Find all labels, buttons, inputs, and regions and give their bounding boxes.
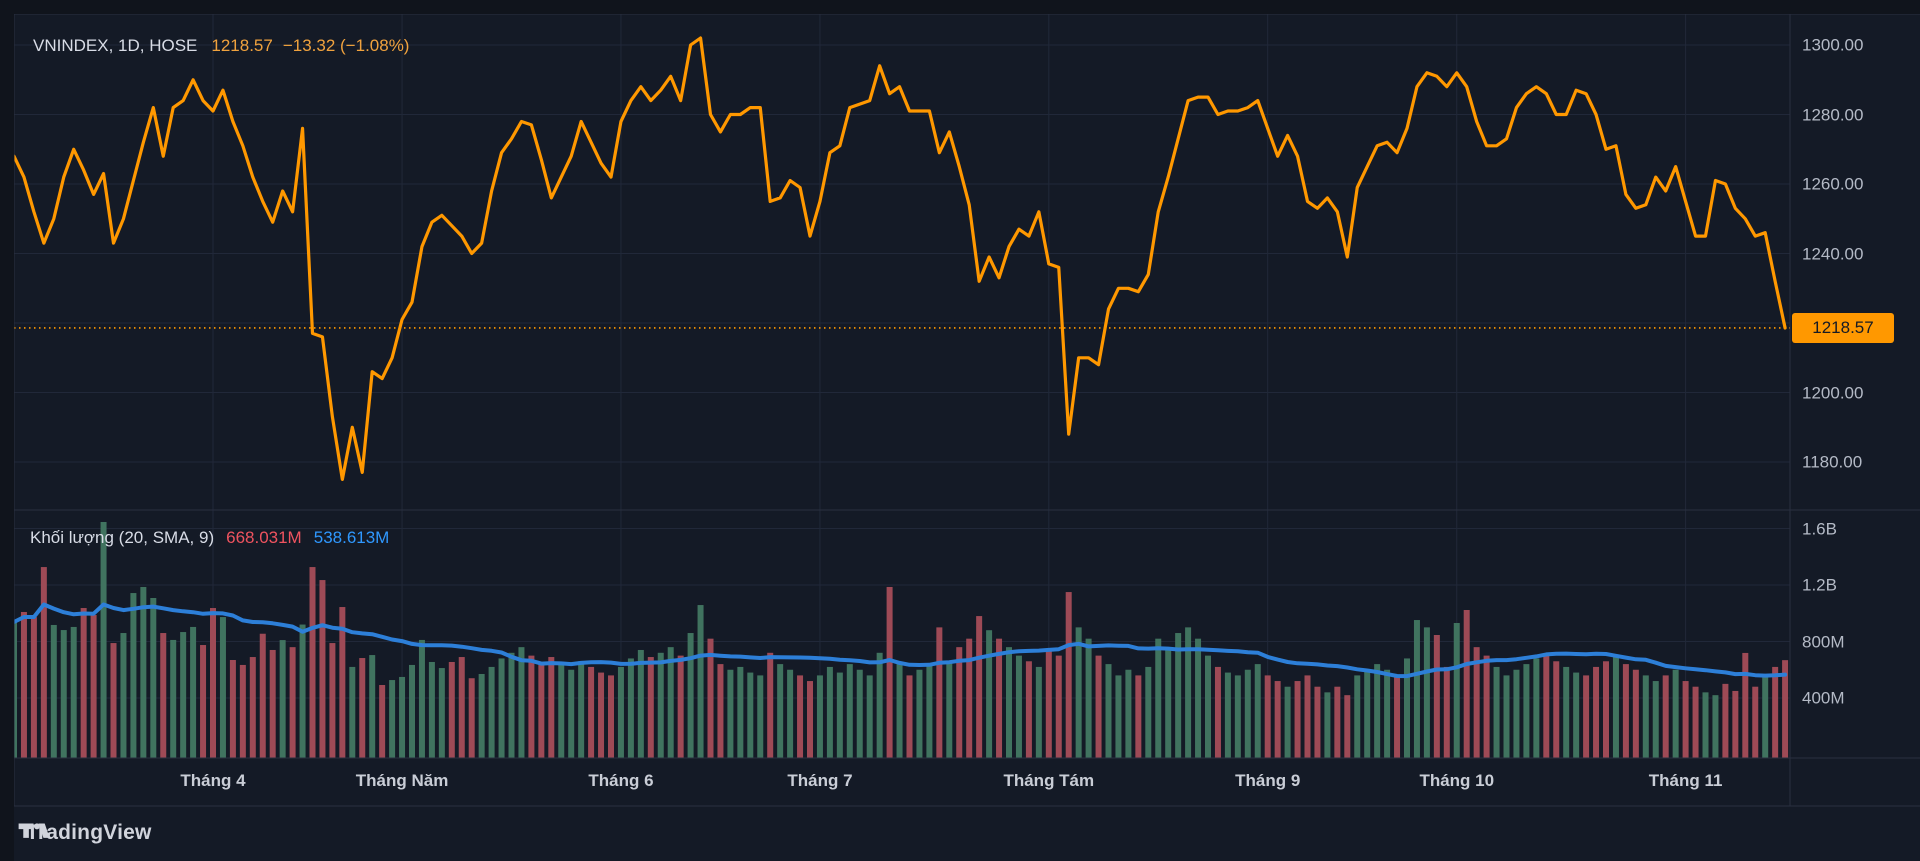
series-lines [12,36,1790,679]
price-axis-tick: 1200.00 [1802,383,1864,402]
time-axis-month-label: Tháng Năm [355,771,449,790]
time-axis-month-label: Tháng Tám [1003,771,1095,790]
last-price-badge: 1218.57 [1792,312,1894,343]
volume-axis-tick: 1.6B [1802,519,1837,538]
price-axis-tick: 1300.00 [1802,35,1864,55]
volume-axis-tick: 1.2B [1802,575,1837,595]
tradingview-logo-icon [18,823,50,838]
top-edge-strip [0,0,1920,14]
time-axis-month-label: Tháng 4 [180,771,246,790]
volume-value: 668.031M [226,528,302,547]
volume-indicator-title: Khối lượng (20, SMA, 9) [30,528,215,547]
symbol-legend[interactable]: VNINDEX, 1D, HOSE 1218.57 −13.32 (−1.08%) [33,36,409,56]
price-axis-tick: 1260.00 [1802,174,1864,194]
time-axis-month-label: Tháng 10 [1419,771,1495,790]
left-edge-strip [0,0,14,861]
tradingview-attribution[interactable]: TradingView [18,818,152,848]
volume-ma-value: 538.613M [313,528,390,547]
price-axis-tick: 1180.00 [1802,452,1863,472]
price-axis-tick: 1280.00 [1802,105,1864,124]
tradingview-brand-text: TradingView [26,821,152,844]
volume-axis-tick: 800M [1802,632,1845,651]
volume-axis-tick: 400M [1802,688,1845,708]
symbol-title: VNINDEX, 1D, HOSE [33,36,198,55]
pane-borders [0,13,1920,807]
volume-bars [11,522,1789,758]
volume-indicator-legend[interactable]: Khối lượng (20, SMA, 9) 668.031M 538.613M [30,528,389,548]
time-axis-month-label: Tháng 11 [1648,771,1723,790]
last-price-value: 1218.57 [211,36,273,55]
price-change-value: −13.32 (−1.08%) [282,36,410,55]
time-axis-month-label: Tháng 7 [787,771,853,790]
time-axis-month-label: Tháng 9 [1235,771,1301,790]
price-axis-tick: 1240.00 [1802,244,1864,263]
time-axis-month-label: Tháng 6 [588,771,654,790]
